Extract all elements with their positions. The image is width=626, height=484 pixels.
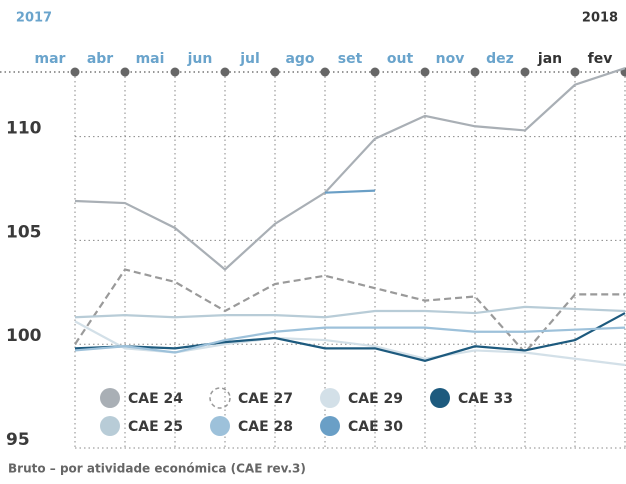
x-tick-label: ago: [285, 51, 314, 67]
x-tick-label: nov: [436, 51, 465, 67]
legend-swatch: [100, 388, 120, 408]
month-dot: [221, 68, 230, 77]
month-dot: [71, 68, 80, 77]
x-tick-label: set: [338, 51, 363, 67]
legend-swatch: [320, 388, 340, 408]
series-line: [75, 269, 625, 352]
y-tick-label: 100: [6, 326, 42, 346]
series-line: [75, 68, 625, 269]
legend-label: CAE 27: [238, 391, 293, 407]
x-tick-label: jun: [187, 51, 213, 67]
legend-swatch: [100, 416, 120, 436]
month-dot: [371, 68, 380, 77]
y-tick-label: 105: [6, 222, 42, 242]
month-dot: [321, 68, 330, 77]
series-line: [325, 191, 375, 193]
legend-label: CAE 33: [458, 391, 513, 407]
x-tick-label: abr: [87, 51, 113, 67]
x-tick-label: jan: [537, 51, 562, 67]
legend-label: CAE 28: [238, 419, 293, 435]
legend-swatch: [210, 388, 230, 408]
year-label: 2017: [16, 11, 52, 26]
y-tick-label: 95: [6, 430, 30, 450]
legend-swatch: [430, 388, 450, 408]
month-dot: [171, 68, 180, 77]
month-dot: [121, 68, 130, 77]
legend-swatch: [320, 416, 340, 436]
month-dot: [471, 68, 480, 77]
month-dot: [271, 68, 280, 77]
series-line: [75, 307, 625, 317]
y-tick-label: 110: [6, 119, 42, 139]
x-tick-label: out: [387, 51, 414, 67]
legend-label: CAE 24: [128, 391, 183, 407]
legend-label: CAE 25: [128, 419, 183, 435]
year-label: 2018: [582, 11, 618, 26]
x-tick-label: mai: [136, 51, 165, 67]
x-tick-label: fev: [588, 51, 613, 67]
legend-label: CAE 30: [348, 419, 403, 435]
legend-label: CAE 29: [348, 391, 403, 407]
x-tick-label: jul: [239, 51, 260, 67]
legend-swatch: [210, 416, 230, 436]
month-dot: [571, 68, 580, 77]
x-tick-label: dez: [486, 51, 514, 67]
x-tick-label: mar: [35, 51, 66, 67]
month-dot: [421, 68, 430, 77]
caption: Bruto – por atividade económica (CAE rev…: [8, 462, 306, 476]
month-dot: [521, 68, 530, 77]
